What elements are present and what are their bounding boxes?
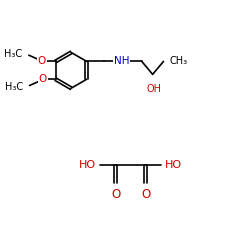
Text: H₃C: H₃C	[4, 49, 22, 59]
Text: OH: OH	[146, 84, 162, 94]
Text: O: O	[141, 188, 150, 201]
Text: O: O	[111, 188, 120, 201]
Text: NH: NH	[114, 56, 130, 66]
Text: HO: HO	[79, 160, 96, 170]
Text: HO: HO	[165, 160, 182, 170]
Text: H₃C: H₃C	[5, 82, 23, 92]
Text: O: O	[38, 56, 46, 66]
Text: CH₃: CH₃	[170, 56, 188, 66]
Text: O: O	[38, 74, 47, 84]
